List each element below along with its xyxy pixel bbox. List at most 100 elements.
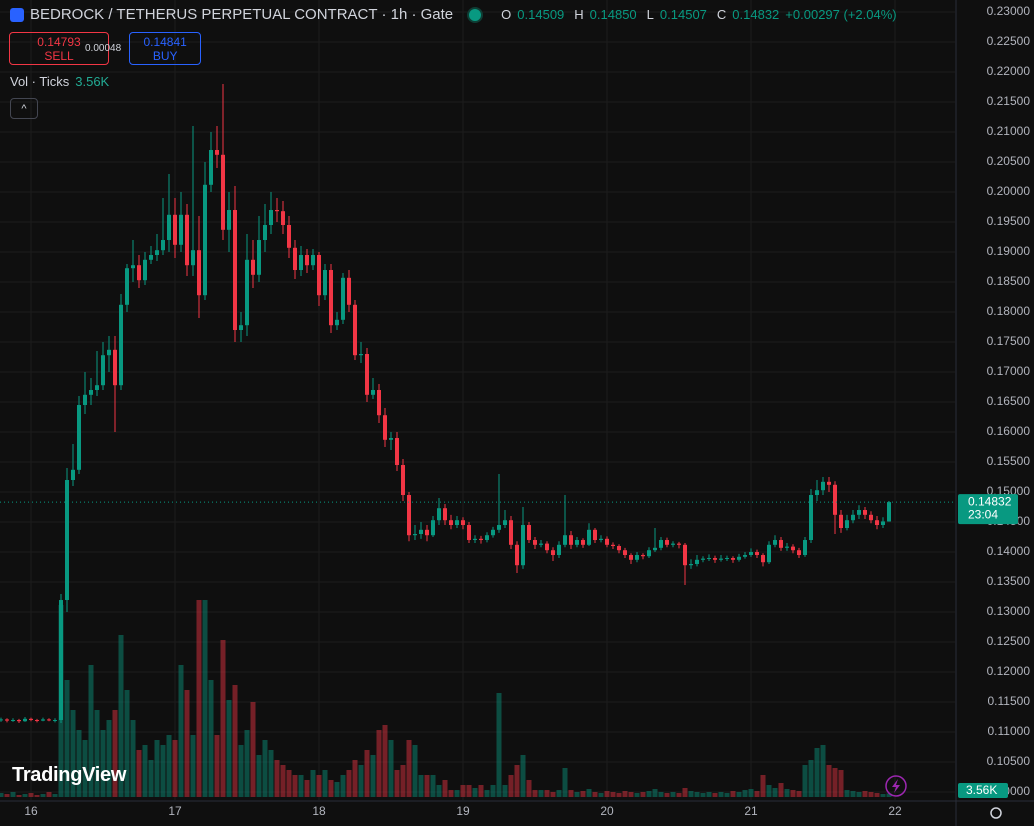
collapse-button[interactable]: ^ xyxy=(10,98,38,119)
volume-bar xyxy=(718,792,724,797)
volume-bar xyxy=(508,775,514,797)
volume-bar xyxy=(298,775,304,797)
x-tick-label: 19 xyxy=(456,804,470,818)
candle-body xyxy=(155,250,159,256)
y-tick-label: 0.20500 xyxy=(987,154,1031,168)
candle-body xyxy=(827,481,831,485)
candle-body xyxy=(683,544,687,566)
candle-body xyxy=(491,529,495,536)
ohlc-value: 0.14507 xyxy=(659,7,707,22)
candle-body xyxy=(137,265,141,281)
volume-bar xyxy=(418,775,424,797)
y-tick-label: 0.16000 xyxy=(987,424,1031,438)
lightning-icon xyxy=(892,779,900,793)
volume-bar xyxy=(106,720,112,797)
symbol-icon xyxy=(10,7,24,22)
x-tick-label: 16 xyxy=(24,804,38,818)
candle-body xyxy=(803,540,807,556)
volume-bar xyxy=(40,794,46,797)
volume-bar xyxy=(382,725,388,797)
volume-bar xyxy=(52,794,58,797)
candle-body xyxy=(209,150,213,185)
candle-body xyxy=(143,259,147,281)
candle-body xyxy=(449,520,453,526)
candle-body xyxy=(161,240,165,251)
candle-body xyxy=(95,385,99,391)
candle-body xyxy=(731,558,735,560)
y-tick-label: 0.16500 xyxy=(987,394,1031,408)
symbol-title[interactable]: BEDROCK / TETHERUS PERPETUAL CONTRACT · … xyxy=(30,6,454,23)
candle-body xyxy=(263,225,267,241)
volume-bar xyxy=(802,765,808,797)
candle-body xyxy=(479,538,483,541)
volume-bar xyxy=(370,755,376,797)
volume-bar xyxy=(460,785,466,797)
volume-bar xyxy=(592,792,598,797)
buy-button[interactable]: 0.14841 BUY xyxy=(129,32,202,65)
candle-body xyxy=(407,495,411,536)
y-tick-label: 0.20000 xyxy=(987,184,1031,198)
volume-bar xyxy=(478,785,484,797)
candle-body xyxy=(761,555,765,563)
volume-bar xyxy=(586,789,592,797)
candle-body xyxy=(299,255,303,271)
candle-body xyxy=(593,529,597,541)
candle-body xyxy=(521,525,525,566)
brand-logo[interactable]: TradingView xyxy=(12,764,126,787)
candle-body xyxy=(851,514,855,521)
volume-bar xyxy=(244,730,250,797)
candle-body xyxy=(413,534,417,536)
y-tick-label: 0.15500 xyxy=(987,454,1031,468)
candle-body xyxy=(695,559,699,565)
volume-bar xyxy=(262,740,268,797)
volume-bar xyxy=(286,770,292,797)
volume-bar xyxy=(838,770,844,797)
volume-tag xyxy=(958,783,1008,798)
candle-body xyxy=(839,514,843,529)
volume-bar xyxy=(340,775,346,797)
volume-bar xyxy=(118,635,124,797)
ohlc-label: C xyxy=(716,7,727,22)
candle-body xyxy=(311,255,315,266)
candle-body xyxy=(539,543,543,545)
sell-button[interactable]: 0.14793 SELL xyxy=(9,32,109,65)
volume-bar xyxy=(610,792,616,797)
volume-bar xyxy=(394,770,400,797)
volume-bar xyxy=(886,793,892,797)
candle-body xyxy=(5,719,9,721)
volume-bar xyxy=(208,680,214,797)
volume-bar xyxy=(742,790,748,797)
volume-legend[interactable]: Vol · Ticks 3.56K xyxy=(10,74,109,89)
volume-bar xyxy=(700,793,706,797)
candle-body xyxy=(671,543,675,545)
candle-body xyxy=(275,210,279,212)
volume-bar xyxy=(124,690,130,797)
brand-text: TradingView xyxy=(12,764,127,786)
volume-bar xyxy=(4,794,10,797)
volume-bar xyxy=(634,793,640,797)
volume-bar xyxy=(334,782,340,797)
candle-body xyxy=(269,210,273,226)
volume-bar xyxy=(304,780,310,797)
y-tick-label: 0.12000 xyxy=(987,664,1031,678)
volume-bar xyxy=(268,750,274,797)
candle-body xyxy=(857,510,861,515)
volume-bar xyxy=(694,792,700,797)
volume-bar xyxy=(532,790,538,797)
volume-bar xyxy=(388,740,394,797)
candle-body xyxy=(773,540,777,545)
candle-body xyxy=(329,270,333,326)
candle-body xyxy=(317,255,321,296)
candle-body xyxy=(791,546,795,551)
candle-body xyxy=(287,225,291,248)
candle-body xyxy=(713,558,717,560)
candle-body xyxy=(767,544,771,563)
volume-bar xyxy=(664,793,670,797)
countdown-text: 23:04 xyxy=(968,507,998,521)
volume-bar xyxy=(406,740,412,797)
volume-bar xyxy=(772,788,778,797)
volume-bar xyxy=(274,760,280,797)
y-tick-label: 0.18000 xyxy=(987,304,1031,318)
candle-body xyxy=(863,510,867,515)
